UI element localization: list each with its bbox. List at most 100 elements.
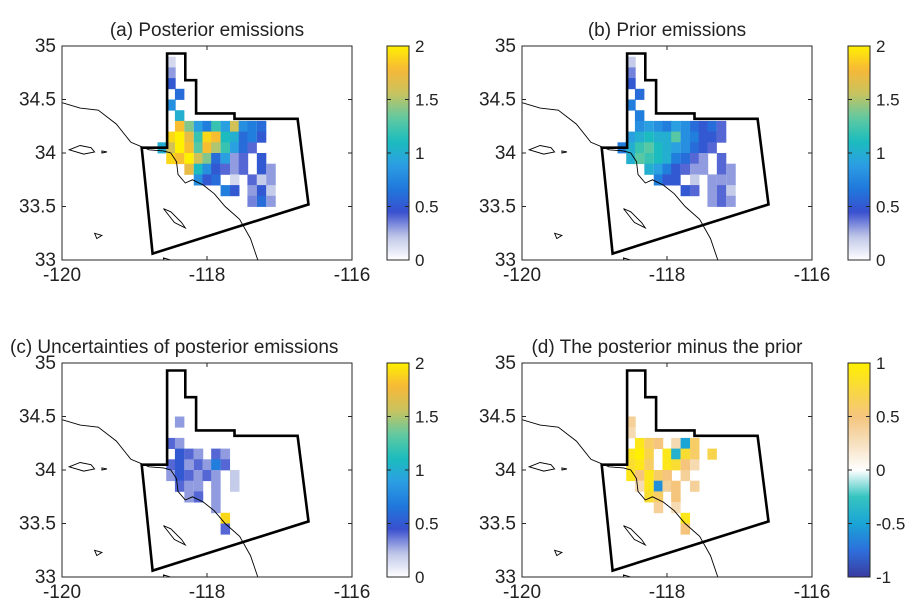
heatmap-cell: [690, 120, 700, 132]
heatmap-cell: [256, 163, 267, 175]
coastline: [62, 102, 259, 260]
y-tick-label: 34: [35, 143, 57, 164]
heatmap-cell: [238, 163, 249, 175]
heatmap-cell: [698, 120, 709, 132]
heatmap-cell: [662, 459, 672, 471]
heatmap-cell: [247, 142, 257, 154]
heatmap-cell: [690, 459, 700, 471]
y-tick-label: 34.5: [479, 90, 516, 111]
heatmap-cell: [662, 142, 672, 154]
heatmap-cell: [166, 459, 176, 471]
heatmap-cell: [193, 142, 204, 154]
heatmap-cell: [690, 142, 700, 154]
island-outline: [527, 145, 556, 155]
heatmap-cell: [680, 153, 691, 165]
heatmap-cell: [653, 480, 664, 492]
heatmap-cell: [644, 491, 654, 503]
y-tick-label: 35: [495, 353, 516, 374]
heatmap-cell: [680, 120, 691, 132]
heatmap-cell: [690, 131, 700, 143]
heatmap-cell: [174, 110, 185, 122]
heatmap-cell: [202, 153, 212, 165]
island-outline: [623, 208, 647, 230]
heatmap-cell: [184, 142, 194, 154]
heatmap-cell: [653, 491, 664, 503]
colorbar-tick-label: 1: [876, 144, 885, 163]
heatmap-cell: [256, 174, 267, 186]
heatmap-cell: [634, 142, 645, 154]
heatmap-cell: [174, 459, 185, 471]
heatmap-cell: [671, 153, 681, 165]
heatmap-cell: [716, 120, 727, 132]
map-area-a: [62, 52, 310, 260]
heatmap-cell: [680, 512, 691, 524]
island-outline: [623, 257, 633, 260]
heatmap-cell: [671, 120, 681, 132]
heatmap-cell: [211, 459, 221, 471]
heatmap-cell: [256, 153, 267, 165]
colorbar-tick-label: 0.5: [876, 408, 900, 427]
heatmap-cell: [193, 131, 204, 143]
heatmap-cell: [174, 437, 185, 449]
heatmap-cell: [653, 163, 664, 175]
heatmap-cell: [634, 131, 645, 143]
colorbar-tick-label: -0.5: [876, 515, 905, 534]
heatmap-cell: [202, 459, 212, 471]
heatmap-cell: [707, 195, 717, 207]
heatmap-cell: [174, 142, 185, 154]
panel-d: -120 -118 -116 33 33.5 34 34.5 35 (d) The poster…: [479, 337, 905, 603]
heatmap-cell: [166, 437, 176, 449]
y-tick-label: 33: [495, 567, 516, 588]
y-tick-label: 33: [35, 250, 56, 271]
heatmap-cell: [266, 174, 276, 186]
heatmap-cell: [211, 502, 221, 514]
heatmap-cell: [211, 142, 221, 154]
heatmap-cell: [680, 142, 691, 154]
y-tick-label: 33.5: [19, 514, 56, 535]
heatmap-cell: [220, 153, 231, 165]
heatmap-cell: [166, 56, 176, 68]
heatmap-cell: [230, 163, 240, 175]
heatmap-cell: [211, 491, 221, 503]
heatmap-cell: [193, 120, 204, 132]
heatmap-cell: [184, 491, 194, 503]
x-tick-label: -116: [334, 582, 371, 603]
heatmap-cell: [707, 131, 717, 143]
heatmap-cell: [238, 131, 249, 143]
heatmap-cell: [211, 120, 221, 132]
heatmap-cell: [690, 448, 700, 460]
heatmap-cell: [634, 480, 645, 492]
heatmap-cell: [256, 120, 267, 132]
colorbar-tick-label: 1.5: [415, 91, 439, 110]
heatmap-cell: [211, 448, 221, 460]
heatmap-cell: [193, 459, 204, 471]
panel-title: (b) Prior emissions: [588, 20, 746, 41]
heatmap-cell: [626, 99, 636, 111]
heatmap-cell: [174, 448, 185, 460]
y-tick-label: 34.5: [479, 407, 516, 428]
domain-boundary: [600, 369, 770, 573]
heatmap-cell: [690, 153, 700, 165]
heatmap-cell: [220, 523, 231, 535]
heatmap-cell: [211, 131, 221, 143]
heatmap-cell: [726, 174, 736, 186]
heatmap-cell: [184, 163, 194, 175]
heatmap-cell: [220, 142, 231, 154]
heatmap-cell: [202, 174, 212, 186]
heatmap-cell: [626, 78, 636, 90]
heatmap-cell: [671, 131, 681, 143]
heatmap-cell: [266, 185, 276, 197]
heatmap-cell: [211, 153, 221, 165]
heatmap-cell: [174, 131, 185, 143]
y-tick-label: 33.5: [479, 514, 516, 535]
map-area-b: [522, 52, 770, 260]
heatmap-cell: [247, 131, 257, 143]
heatmap-cell: [680, 448, 691, 460]
heatmap-cell: [166, 142, 176, 154]
heatmap-cell: [174, 120, 185, 132]
heatmap-cell: [698, 163, 709, 175]
heatmap-cell: [671, 163, 681, 175]
heatmap-cell: [634, 448, 645, 460]
heatmap-cell: [256, 185, 267, 197]
